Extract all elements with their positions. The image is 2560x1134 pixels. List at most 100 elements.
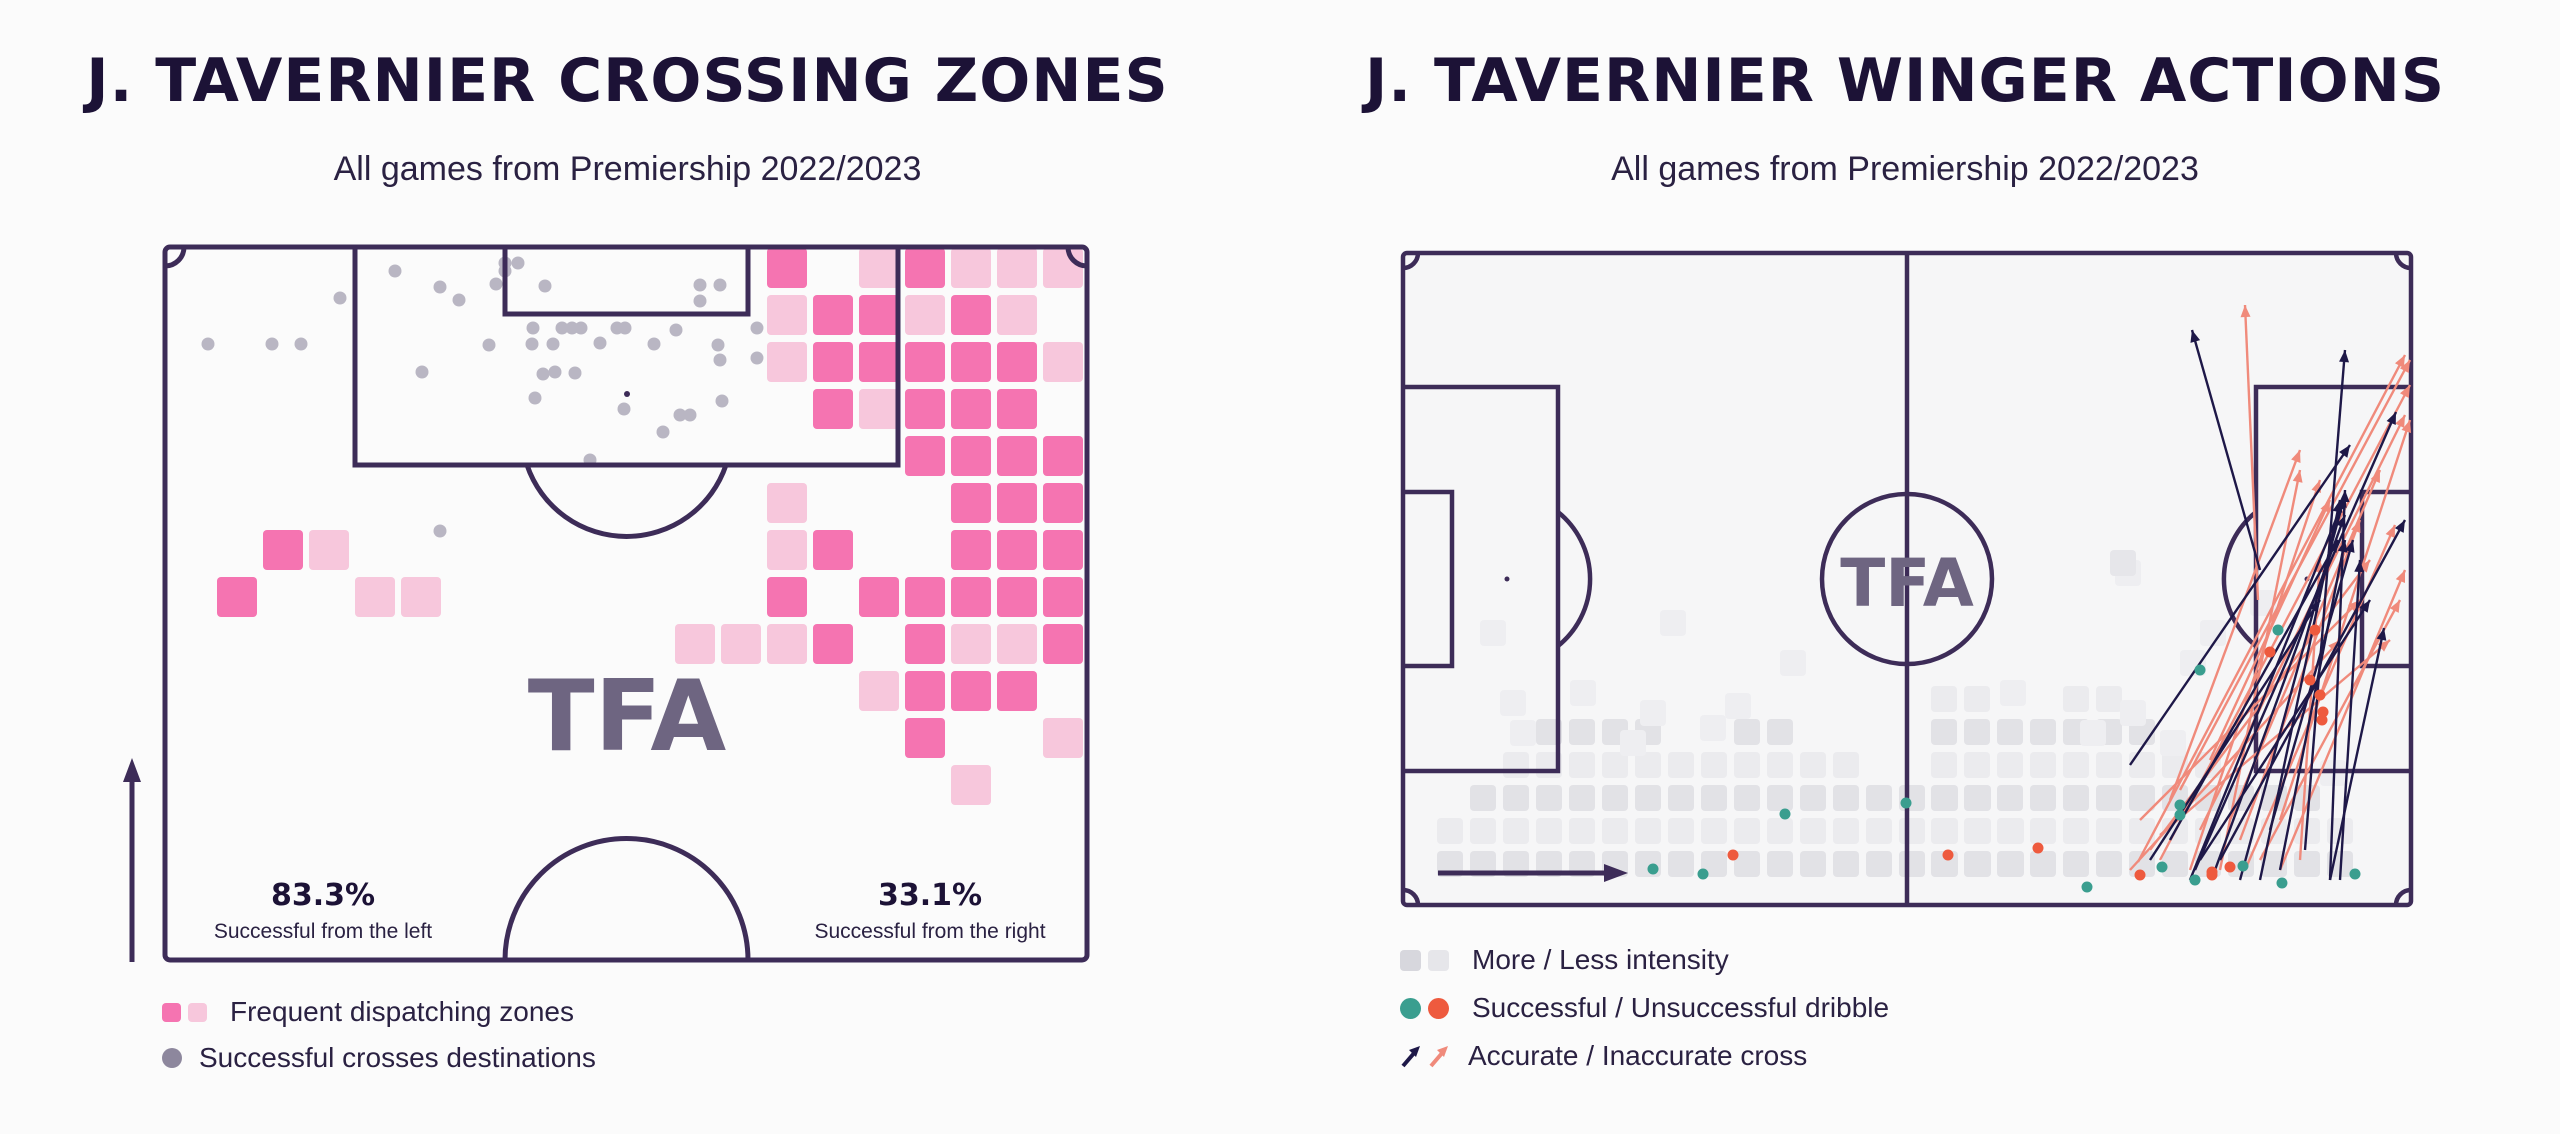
intensity-tile: [1734, 752, 1760, 778]
zone-cell: [951, 624, 991, 664]
dribbles: [1647, 624, 2361, 893]
destination-dot: [750, 321, 764, 335]
cross-arrowhead: [2292, 470, 2303, 483]
destination-dot: [568, 366, 582, 380]
crossing-zones-title: J. TAVERNIER CROSSING ZONES: [86, 46, 1169, 116]
cross-arrowhead: [2395, 570, 2405, 583]
intensity-tile: [2261, 851, 2287, 877]
successful-dribble: [2156, 861, 2168, 873]
intensity-tile: [1767, 851, 1793, 877]
intensity-tile: [1964, 785, 1990, 811]
zone-cell: [767, 577, 807, 617]
intensity-tile: [2030, 785, 2056, 811]
destination-dot: [528, 391, 542, 405]
destination-dot: [715, 394, 729, 408]
intensity-tile: [1931, 686, 1957, 712]
intensity-tile: [2063, 851, 2089, 877]
cross-arrowhead: [2376, 628, 2387, 641]
destination-dot: [415, 365, 429, 379]
pitch-lines: [1400, 250, 2414, 908]
zone-cell: [905, 436, 945, 476]
legend-zones: Frequent dispatching zones: [162, 996, 574, 1028]
destination-dot: [333, 291, 347, 305]
destination-dot: [538, 279, 552, 293]
cross-line: [2278, 569, 2407, 871]
unsuccessful-dribble: [1727, 849, 1739, 861]
cross-arrowhead: [2344, 540, 2355, 553]
destination-dot: [683, 408, 697, 422]
cross-arrowhead: [2389, 600, 2400, 613]
inaccurate-cross: [2278, 569, 2407, 871]
successful-dribble: [2174, 799, 2186, 811]
intensity-tile: [1668, 818, 1694, 844]
zone-cell: [905, 342, 945, 382]
cross-line: [2159, 639, 2391, 836]
destination-dot: [388, 264, 402, 278]
intensity-tile: [1700, 715, 1726, 741]
accurate-cross: [2190, 329, 2262, 571]
intensity-tile: [1725, 693, 1751, 719]
cross-arrowhead: [2386, 412, 2396, 425]
zone-cell: [997, 483, 1037, 523]
cross-line: [2188, 496, 2347, 881]
intensity-tile: [1780, 650, 1806, 676]
intensity-tile: [1767, 752, 1793, 778]
destination-dot: [433, 280, 447, 294]
intensity-tile: [1833, 785, 1859, 811]
zone-cell: [813, 530, 853, 570]
dribble-fail-swatch: [1428, 997, 1449, 1019]
intensity-tile: [1602, 752, 1628, 778]
cross-arrow-icons: [1401, 1046, 1448, 1068]
destination-dot: [548, 365, 562, 379]
inaccurate-cross: [2168, 449, 2302, 801]
unsuccessful-dribble: [2317, 706, 2329, 718]
legend-dribble-label: Successful / Unsuccessful dribble: [1472, 992, 1890, 1023]
destination-dot: [482, 338, 496, 352]
zone-cell: [767, 624, 807, 664]
cross-line: [2303, 349, 2347, 851]
cross-line: [2208, 499, 2332, 761]
zone-cell: [905, 295, 945, 335]
unsuccessful-dribble: [1942, 849, 1954, 861]
zone-cell: [767, 248, 807, 288]
cross-arrowhead: [2401, 420, 2412, 433]
stat-left-label: Successful from the left: [214, 920, 432, 943]
dribble-success-swatch: [1400, 997, 1421, 1019]
accurate-cross: [2303, 349, 2350, 851]
intensity-tile: [1569, 752, 1595, 778]
cross-line: [2258, 599, 2402, 861]
zone-cell: [1043, 436, 1083, 476]
intensity-tile: [1536, 785, 1562, 811]
zone-cell: [355, 577, 395, 617]
zone-cell: [1043, 248, 1083, 288]
intensity-tile: [1500, 690, 1526, 716]
destination-dot: [713, 353, 727, 367]
successful-dribble: [2081, 881, 2093, 893]
zone-cell: [767, 530, 807, 570]
intensity-tile: [1833, 752, 1859, 778]
zone-cell: [859, 342, 899, 382]
intensity-tile: [1800, 851, 1826, 877]
cross-arrowhead: [2291, 450, 2301, 463]
intensity-tile: [2080, 720, 2106, 746]
intensity-tile: [1510, 720, 1536, 746]
zone-cell: [767, 295, 807, 335]
intensity-tile: [2160, 730, 2186, 756]
cross-arrowhead: [2332, 500, 2343, 513]
pitch-lines: [162, 244, 1090, 963]
intensity-tile: [1536, 818, 1562, 844]
cross-line: [2129, 444, 2351, 766]
zone-cell: [951, 530, 991, 570]
cross-line: [2190, 329, 2262, 571]
legend-destinations-label: Successful crosses destinations: [199, 1042, 596, 1073]
intensity-tile: [2030, 851, 2056, 877]
unsuccessful-dribble: [2304, 674, 2316, 686]
unsuccessful-dribble: [2134, 869, 2146, 881]
intensity-tile: [1635, 851, 1661, 877]
successful-dribble: [2194, 664, 2206, 676]
zone-cell: [1043, 718, 1083, 758]
destination-dot: [750, 351, 764, 365]
intensity-tile: [1997, 719, 2023, 745]
zone-cell: [997, 577, 1037, 617]
cross-arrowhead: [2399, 385, 2410, 398]
